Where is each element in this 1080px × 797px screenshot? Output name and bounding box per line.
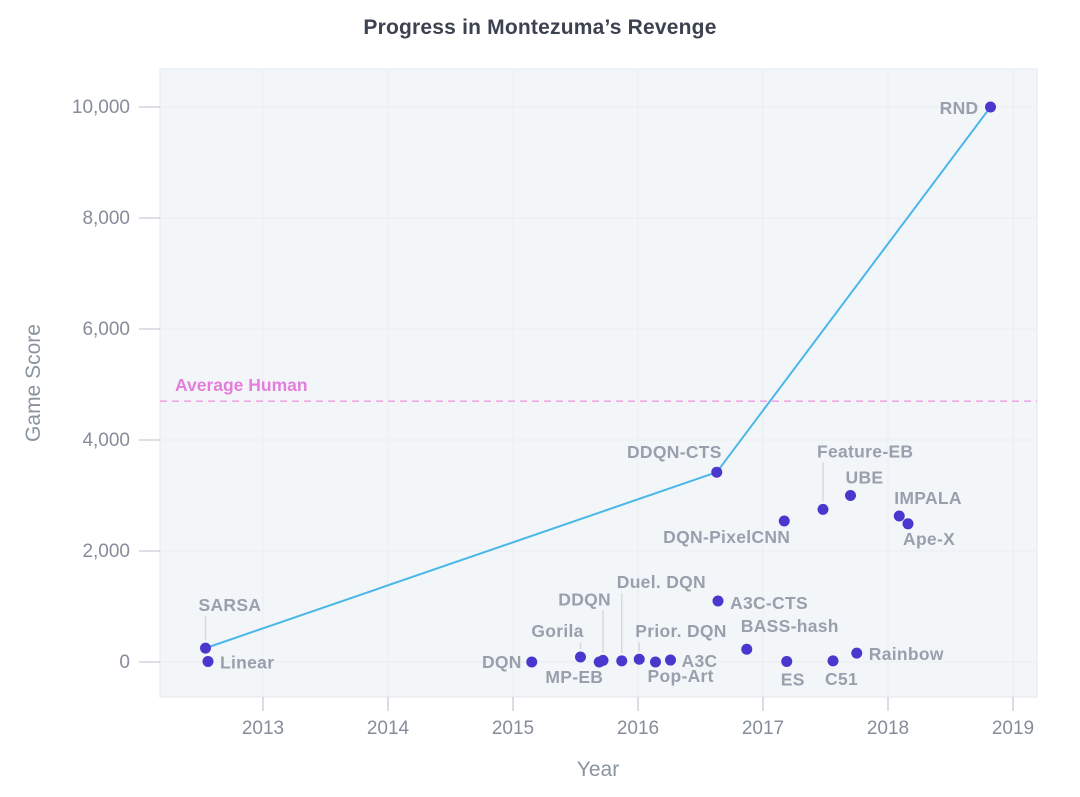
point-label: Gorila: [531, 621, 583, 641]
data-point: [893, 510, 905, 522]
point-label: Duel. DQN: [617, 572, 706, 592]
point-label: DDQN-CTS: [627, 442, 722, 462]
point-label: DQN: [482, 652, 522, 672]
x-tick-label: 2014: [367, 718, 410, 739]
x-tick-label: 2016: [617, 718, 659, 739]
x-tick-label: 2017: [742, 718, 784, 739]
data-point: [985, 101, 996, 113]
point-label: ES: [781, 669, 805, 689]
point-label: A3C-CTS: [730, 593, 808, 613]
data-point: [817, 503, 829, 515]
point-label: A3C: [682, 651, 718, 671]
data-point: [902, 518, 914, 530]
point-label: Pop-Art: [648, 666, 714, 686]
point-label: DQN-PixelCNN: [663, 527, 790, 547]
y-tick-label: 2,000: [82, 541, 130, 562]
data-point: [845, 490, 856, 501]
data-point: [526, 656, 538, 668]
data-point: [851, 647, 863, 659]
data-point: [741, 643, 753, 655]
y-axis-title: Game Score: [22, 324, 45, 442]
y-tick-label: 0: [119, 652, 130, 673]
point-label: Prior. DQN: [635, 621, 727, 641]
data-point: [200, 642, 211, 654]
data-point: [597, 654, 609, 666]
point-label: DDQN: [558, 589, 611, 609]
data-point: [616, 655, 628, 667]
y-tick-label: 4,000: [82, 430, 130, 451]
y-tick-label: 8,000: [82, 208, 130, 229]
average-human-label: Average Human: [175, 375, 308, 395]
point-label: UBE: [846, 468, 884, 488]
x-tick-label: 2018: [867, 718, 909, 739]
data-point: [711, 466, 723, 478]
y-tick-label: 10,000: [72, 97, 130, 118]
point-label: C51: [825, 669, 858, 689]
plot-area: [159, 68, 1038, 698]
point-label: RND: [940, 98, 979, 118]
x-tick-label: 2015: [492, 718, 534, 739]
point-label: MP-EB: [545, 667, 603, 687]
data-point: [665, 654, 676, 666]
data-point: [712, 595, 724, 607]
data-point: [650, 656, 661, 668]
data-point: [202, 655, 214, 667]
point-label: Rainbow: [869, 644, 944, 664]
point-label: IMPALA: [894, 488, 962, 508]
point-label: BASS-hash: [741, 616, 839, 636]
x-tick-label: 2019: [992, 718, 1034, 739]
x-axis-title: Year: [576, 758, 620, 781]
data-point: [575, 651, 586, 663]
data-point: [778, 515, 790, 527]
x-tick-label: 2013: [242, 718, 284, 739]
point-label: SARSA: [199, 595, 262, 615]
point-label: Ape-X: [903, 529, 955, 549]
data-point: [633, 653, 645, 665]
point-label: Linear: [220, 652, 274, 672]
chart-title: Progress in Montezuma’s Revenge: [363, 16, 717, 39]
y-tick-label: 6,000: [82, 319, 130, 340]
data-point: [827, 655, 839, 667]
point-label: Feature-EB: [817, 441, 913, 461]
data-point: [781, 655, 793, 667]
